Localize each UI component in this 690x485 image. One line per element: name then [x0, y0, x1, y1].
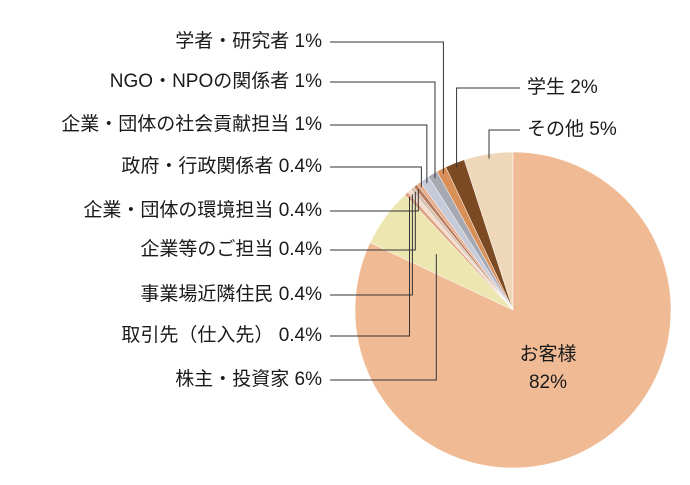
- category-name: 企業・団体の社会貢献担当: [61, 113, 289, 135]
- value-label: 0.4%: [279, 156, 322, 177]
- leader-line: [330, 254, 437, 381]
- leader-line: [488, 129, 520, 159]
- category-name: 株主・投資家: [175, 368, 289, 390]
- category-name: 学生: [527, 76, 565, 98]
- value-label: 1%: [295, 114, 323, 135]
- value-label: 82%: [529, 372, 567, 393]
- category-name: 政府・行政関係者: [121, 155, 273, 177]
- category-name: NGO・NPOの関係者: [110, 70, 289, 92]
- value-label: 5%: [589, 119, 617, 140]
- category-name: その他: [527, 118, 584, 140]
- slice-label: その他 5%: [527, 118, 617, 140]
- value-label: 0.4%: [279, 284, 322, 305]
- slice-label: 学者・研究者 1%: [175, 30, 322, 52]
- value-label: 6%: [295, 369, 323, 390]
- slices: [354, 151, 672, 469]
- slice-label: 事業場近隣住民 0.4%: [140, 283, 322, 305]
- leader-line: [330, 81, 436, 179]
- value-label: 0.4%: [279, 200, 322, 221]
- pie-slice: [354, 151, 672, 469]
- leader-line: [330, 191, 416, 251]
- slice-label: 株主・投資家 6%: [175, 368, 322, 390]
- value-label: 1%: [295, 71, 323, 92]
- slice-label: 企業・団体の環境担当 0.4%: [83, 199, 322, 221]
- slice-label: 政府・行政関係者 0.4%: [121, 155, 322, 177]
- slice-label: 取引先（仕入先） 0.4%: [121, 324, 322, 346]
- category-name: 取引先（仕入先）: [121, 324, 273, 346]
- category-name: 企業等のご担当: [140, 238, 273, 260]
- leader-line: [330, 41, 444, 174]
- category-name: 事業場近隣住民: [140, 283, 273, 305]
- leader-line: [330, 196, 410, 337]
- slice-label: NGO・NPOの関係者 1%: [110, 70, 322, 92]
- leader-line: [330, 194, 413, 296]
- slice-label: 企業等のご担当 0.4%: [140, 238, 322, 260]
- slice-label: 学生 2%: [527, 76, 598, 98]
- leader-line: [456, 87, 520, 168]
- category-name: 企業・団体の環境担当: [83, 199, 273, 221]
- leader-line: [330, 166, 422, 188]
- value-label: 1%: [295, 31, 323, 52]
- leader-line: [330, 189, 419, 212]
- value-label: 0.4%: [279, 239, 322, 260]
- leader-line: [330, 124, 428, 184]
- category-name: 学者・研究者: [175, 30, 289, 52]
- value-label: 0.4%: [279, 325, 322, 346]
- slice-label: 企業・団体の社会貢献担当 1%: [61, 113, 322, 135]
- category-name: お客様: [519, 343, 576, 365]
- value-label: 2%: [570, 77, 598, 98]
